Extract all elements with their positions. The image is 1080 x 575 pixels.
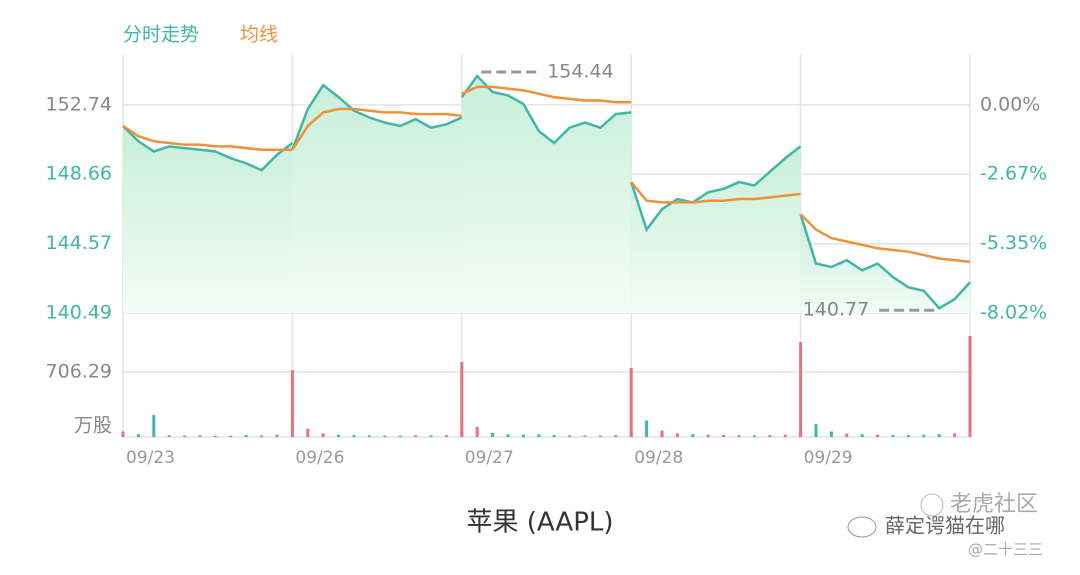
watermark-handle: @二十三三	[968, 541, 1043, 559]
volume-bar	[845, 433, 849, 437]
volume-bar	[891, 434, 895, 437]
avg-line	[630, 181, 801, 204]
volume-bar	[229, 435, 233, 437]
y2-tick-label: -2.67%	[980, 163, 1047, 185]
avg-line	[461, 85, 632, 104]
price-line	[291, 83, 463, 151]
max-label: 154.44	[547, 61, 613, 83]
volume-bar	[552, 435, 556, 437]
avg-line	[122, 124, 293, 152]
volume-bar	[167, 435, 171, 437]
volume-bar	[121, 431, 125, 437]
chart-title: 苹果 (AAPL)	[466, 508, 613, 538]
watermark-author: 薛定谔猫在哪	[885, 514, 1005, 538]
volume-bar	[722, 434, 726, 437]
volume-unit: 万股	[74, 415, 112, 437]
volume-bar	[583, 435, 587, 437]
volume-bar	[829, 431, 833, 437]
y2-tick-label: -5.35%	[980, 232, 1047, 254]
price-line	[122, 125, 294, 172]
volume-bar	[213, 435, 217, 437]
volume-bar	[521, 434, 525, 437]
y2-tick-label: -8.02%	[980, 302, 1047, 324]
volume-bar	[337, 434, 341, 437]
legend-entry: 分时走势	[123, 24, 199, 46]
volume-bar	[645, 420, 649, 437]
volume-bar	[937, 434, 941, 437]
volume-bar	[860, 434, 864, 437]
volume-bar	[660, 430, 664, 437]
volume-bar	[460, 361, 464, 437]
volume-bar	[429, 435, 433, 437]
volume-bar	[152, 414, 156, 437]
x-tick-label: 09/27	[465, 448, 514, 468]
price-area	[631, 146, 801, 313]
volume-bar	[475, 426, 479, 437]
volume-bar	[968, 335, 972, 437]
y-tick-label: 152.74	[46, 93, 112, 115]
price-line	[799, 213, 971, 310]
volume-bar	[275, 434, 279, 437]
volume-bar	[352, 435, 356, 437]
wechat-icon	[847, 516, 877, 538]
price-area	[461, 76, 632, 314]
volume-bar	[306, 428, 310, 437]
volume-bar	[691, 434, 695, 437]
y-tick-label: 140.49	[46, 302, 112, 324]
volume-bar	[244, 435, 248, 437]
legend-entry: 均线	[240, 24, 278, 46]
volume-bar	[799, 341, 803, 437]
price-area	[800, 214, 970, 313]
volume-bar	[367, 435, 371, 437]
volume-bar	[183, 435, 187, 437]
volume-bar	[398, 435, 402, 437]
price-area	[292, 85, 462, 313]
volume-bar	[198, 435, 202, 437]
volume-bar	[290, 370, 294, 437]
volume-bar	[814, 424, 818, 437]
volume-bar	[876, 434, 880, 437]
x-tick-label: 09/29	[804, 448, 853, 468]
volume-bar	[783, 434, 787, 437]
x-tick-label: 09/26	[295, 448, 344, 468]
volume-bar	[629, 367, 633, 437]
avg-line	[799, 213, 971, 264]
x-tick-label: 09/23	[126, 448, 175, 468]
volume-bar	[614, 435, 618, 437]
volume-bar	[675, 433, 679, 437]
avg-line	[291, 107, 462, 151]
volume-bar	[706, 434, 710, 437]
volume-bar	[383, 435, 387, 437]
volume-bar	[737, 435, 741, 437]
volume-bar	[598, 435, 602, 437]
price-area	[123, 125, 293, 314]
y-tick-label: 148.66	[46, 163, 112, 185]
volume-bar	[136, 434, 140, 437]
volume-bar	[444, 435, 448, 437]
volume-bar	[906, 435, 910, 437]
y2-tick-label: 0.00%	[980, 93, 1040, 115]
volume-bar	[568, 435, 572, 437]
volume-tick-label: 706.29	[46, 360, 112, 382]
x-tick-label: 09/28	[634, 448, 683, 468]
volume-bar	[491, 432, 495, 437]
price-line	[630, 145, 802, 233]
volume-bar	[414, 435, 418, 437]
watermark: 老虎社区 薛定谔猫在哪 @二十三三	[847, 492, 1043, 559]
watermark-icon	[920, 493, 944, 517]
volume-bar	[768, 435, 772, 437]
price-line	[460, 74, 632, 145]
volume-bar	[922, 434, 926, 437]
min-label: 140.77	[803, 299, 869, 321]
volume-bar	[321, 433, 325, 437]
volume-bar	[537, 434, 541, 437]
watermark-site: 老虎社区	[950, 492, 1038, 517]
y-tick-label: 144.57	[46, 232, 112, 254]
volume-bar	[953, 433, 957, 437]
volume-bar	[506, 434, 510, 437]
volume-bar	[260, 435, 264, 437]
volume-bar	[752, 435, 756, 437]
